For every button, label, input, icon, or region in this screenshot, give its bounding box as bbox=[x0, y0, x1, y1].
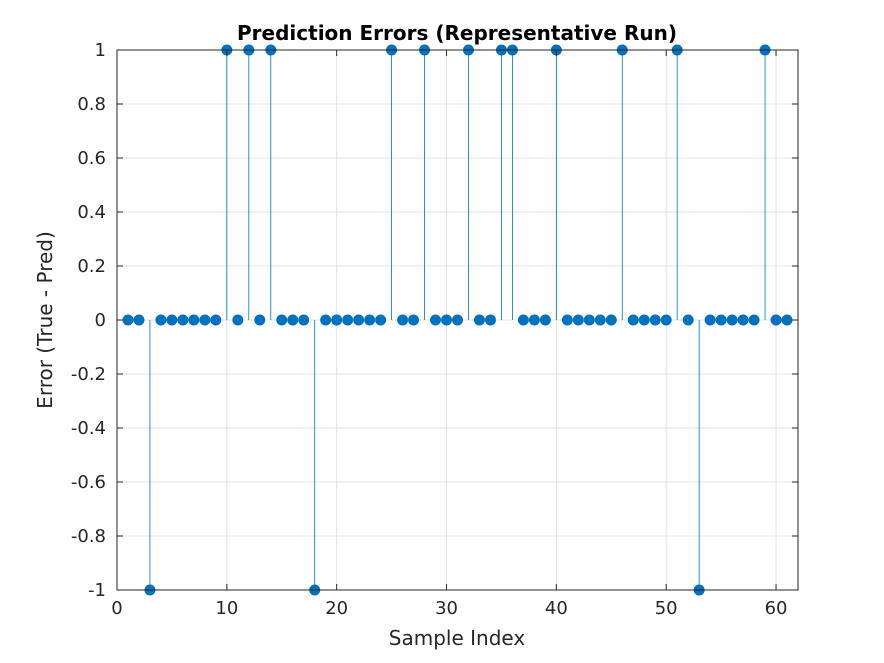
stem-marker bbox=[331, 314, 343, 326]
stem-marker bbox=[781, 314, 793, 326]
stem-marker bbox=[122, 314, 134, 326]
stem-marker bbox=[473, 314, 485, 326]
x-axis-label: Sample Index bbox=[389, 626, 526, 650]
stem-marker bbox=[397, 314, 409, 326]
y-tick-labels: -1 -0.8 -0.6 -0.4 -0.2 0 0.2 0.4 0.6 0.8 1 bbox=[71, 40, 106, 601]
x-tick-label: 60 bbox=[765, 598, 788, 619]
stem-marker bbox=[408, 314, 420, 326]
x-tick-label: 50 bbox=[655, 598, 678, 619]
y-tick-label: -1 bbox=[88, 580, 106, 601]
stem-marker bbox=[177, 314, 189, 326]
axes-box bbox=[116, 49, 799, 591]
x-tick-labels: 0 10 20 30 40 50 60 bbox=[111, 598, 787, 619]
stem-marker bbox=[517, 314, 529, 326]
stem-marker bbox=[210, 314, 222, 326]
y-tick-label: 0.8 bbox=[77, 94, 106, 115]
stem-marker bbox=[232, 314, 244, 326]
stem-marker bbox=[649, 314, 661, 326]
stem-marker bbox=[287, 314, 299, 326]
y-tick-label: 0.4 bbox=[77, 202, 106, 223]
y-tick-label: 0.6 bbox=[77, 148, 106, 169]
stem-marker bbox=[364, 314, 376, 326]
y-tick-label: 0 bbox=[95, 310, 106, 331]
stem-markers bbox=[122, 44, 793, 596]
stem-marker bbox=[704, 314, 716, 326]
x-tick-label: 20 bbox=[325, 598, 348, 619]
stem-marker bbox=[539, 314, 551, 326]
stem-marker bbox=[737, 314, 749, 326]
stem-marker bbox=[660, 314, 672, 326]
stem-marker bbox=[441, 314, 453, 326]
x-tick-label: 30 bbox=[435, 598, 458, 619]
stem-marker bbox=[638, 314, 650, 326]
stem-marker bbox=[430, 314, 442, 326]
stem-marker bbox=[133, 314, 145, 326]
y-tick-label: -0.2 bbox=[71, 364, 106, 385]
stem-marker bbox=[342, 314, 354, 326]
stem-marker bbox=[715, 314, 727, 326]
stem-marker bbox=[276, 314, 288, 326]
stem-marker bbox=[748, 314, 760, 326]
stem-marker bbox=[188, 314, 200, 326]
stem-marker bbox=[572, 314, 584, 326]
y-tick-label: 0.2 bbox=[77, 256, 106, 277]
y-tick-label: -0.6 bbox=[71, 472, 106, 493]
stem-lines bbox=[149, 50, 766, 590]
stem-marker bbox=[166, 314, 178, 326]
chart-title: Prediction Errors (Representative Run) bbox=[237, 21, 677, 45]
stem-marker bbox=[375, 314, 387, 326]
stem-marker bbox=[726, 314, 738, 326]
stem-marker bbox=[605, 314, 617, 326]
stem-marker bbox=[199, 314, 211, 326]
stem-marker bbox=[770, 314, 782, 326]
y-tick-label: -0.4 bbox=[71, 418, 106, 439]
stem-marker bbox=[254, 314, 266, 326]
stem-marker bbox=[594, 314, 606, 326]
y-tick-label: 1 bbox=[95, 40, 106, 61]
y-tick-label: -0.8 bbox=[71, 526, 106, 547]
stem-marker bbox=[627, 314, 639, 326]
stem-marker bbox=[320, 314, 332, 326]
x-tick-label: 10 bbox=[215, 598, 238, 619]
stem-marker bbox=[484, 314, 496, 326]
stem-marker bbox=[155, 314, 167, 326]
stem-marker bbox=[452, 314, 463, 326]
stem-marker bbox=[353, 314, 365, 326]
stem-marker bbox=[682, 314, 694, 326]
stem-marker bbox=[528, 314, 540, 326]
x-tick-label: 40 bbox=[545, 598, 568, 619]
stem-marker bbox=[583, 314, 595, 326]
x-tick-label: 0 bbox=[111, 598, 122, 619]
stem-marker bbox=[561, 314, 573, 326]
stem-marker bbox=[298, 314, 310, 326]
y-axis-label: Error (True - Pred) bbox=[33, 231, 57, 409]
